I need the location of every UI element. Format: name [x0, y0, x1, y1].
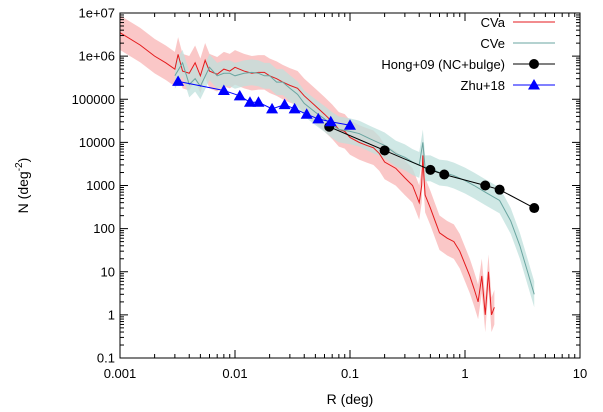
hong-09-nc-bulge-point [439, 169, 450, 180]
legend-label-cve: CVe [480, 36, 505, 51]
legend-label-cva: CVa [481, 15, 506, 30]
zhu-18-point [266, 102, 279, 114]
x-tick-label: 1 [461, 366, 468, 381]
x-axis-label: R (deg) [327, 391, 374, 407]
series-bands [120, 15, 535, 333]
x-tick-label: 10 [573, 366, 587, 381]
y-tick-label: 1 [108, 307, 115, 322]
zhu-18-point [344, 119, 356, 130]
axis-tick-labels: 0.001 0.01 0.1 1 10 0.1 1 10 100 1000 10000 100000 1… [72, 6, 588, 382]
zhu-18-point [243, 96, 256, 107]
y-tick-label: 0.1 [97, 351, 115, 366]
zhu-18-point [217, 84, 230, 95]
y-tick-label: 1000 [86, 178, 115, 193]
y-tick-label: 100000 [72, 92, 115, 107]
y-tick-label: 100 [93, 221, 115, 236]
zhu-18-point [172, 75, 185, 86]
legend-marker-hong-09-nc-bulge [529, 59, 539, 69]
legend-label-hong-09-nc-bulge: Hong+09 (NC+bulge) [381, 57, 505, 72]
zhu-18-point [324, 115, 337, 127]
zhu-18-point [252, 96, 265, 107]
zhu-18-point [312, 112, 325, 124]
zhu-18-point [233, 89, 246, 101]
x-tick-label: 0.001 [104, 366, 137, 381]
x-tick-label: 0.01 [222, 366, 247, 381]
legend-marker-zhu-18 [528, 79, 540, 90]
cve-band [174, 49, 535, 308]
hong-09-nc-bulge-point [494, 184, 505, 195]
y-axis-label-close: ) [15, 158, 31, 163]
legend: CVa CVe Hong+09 (NC+bulge) Zhu+18 [381, 15, 555, 93]
legend-label-zhu-18: Zhu+18 [461, 78, 505, 93]
y-tick-label: 1e+07 [78, 6, 115, 21]
zhu-18-point [300, 108, 313, 119]
y-axis-label-superscript: -2 [14, 162, 25, 171]
y-axis-label-main: N (deg [15, 171, 31, 213]
axis-ticks [119, 12, 581, 359]
y-tick-label: 10000 [79, 135, 115, 150]
hong-09-nc-bulge-point [379, 145, 390, 156]
x-tick-label: 0.1 [341, 366, 359, 381]
zhu-18-point [278, 98, 291, 110]
hong-09-nc-bulge-point [480, 180, 491, 191]
series-markers [172, 75, 540, 214]
hong-09-nc-bulge-point [529, 203, 540, 214]
hong-09-nc-bulge-point [425, 164, 436, 175]
y-tick-label: 10 [101, 264, 115, 279]
y-tick-label: 1e+06 [78, 49, 115, 64]
zhu-18-point [288, 102, 301, 114]
y-axis-label: N (deg-2) [14, 158, 31, 214]
cva-band [120, 15, 495, 333]
